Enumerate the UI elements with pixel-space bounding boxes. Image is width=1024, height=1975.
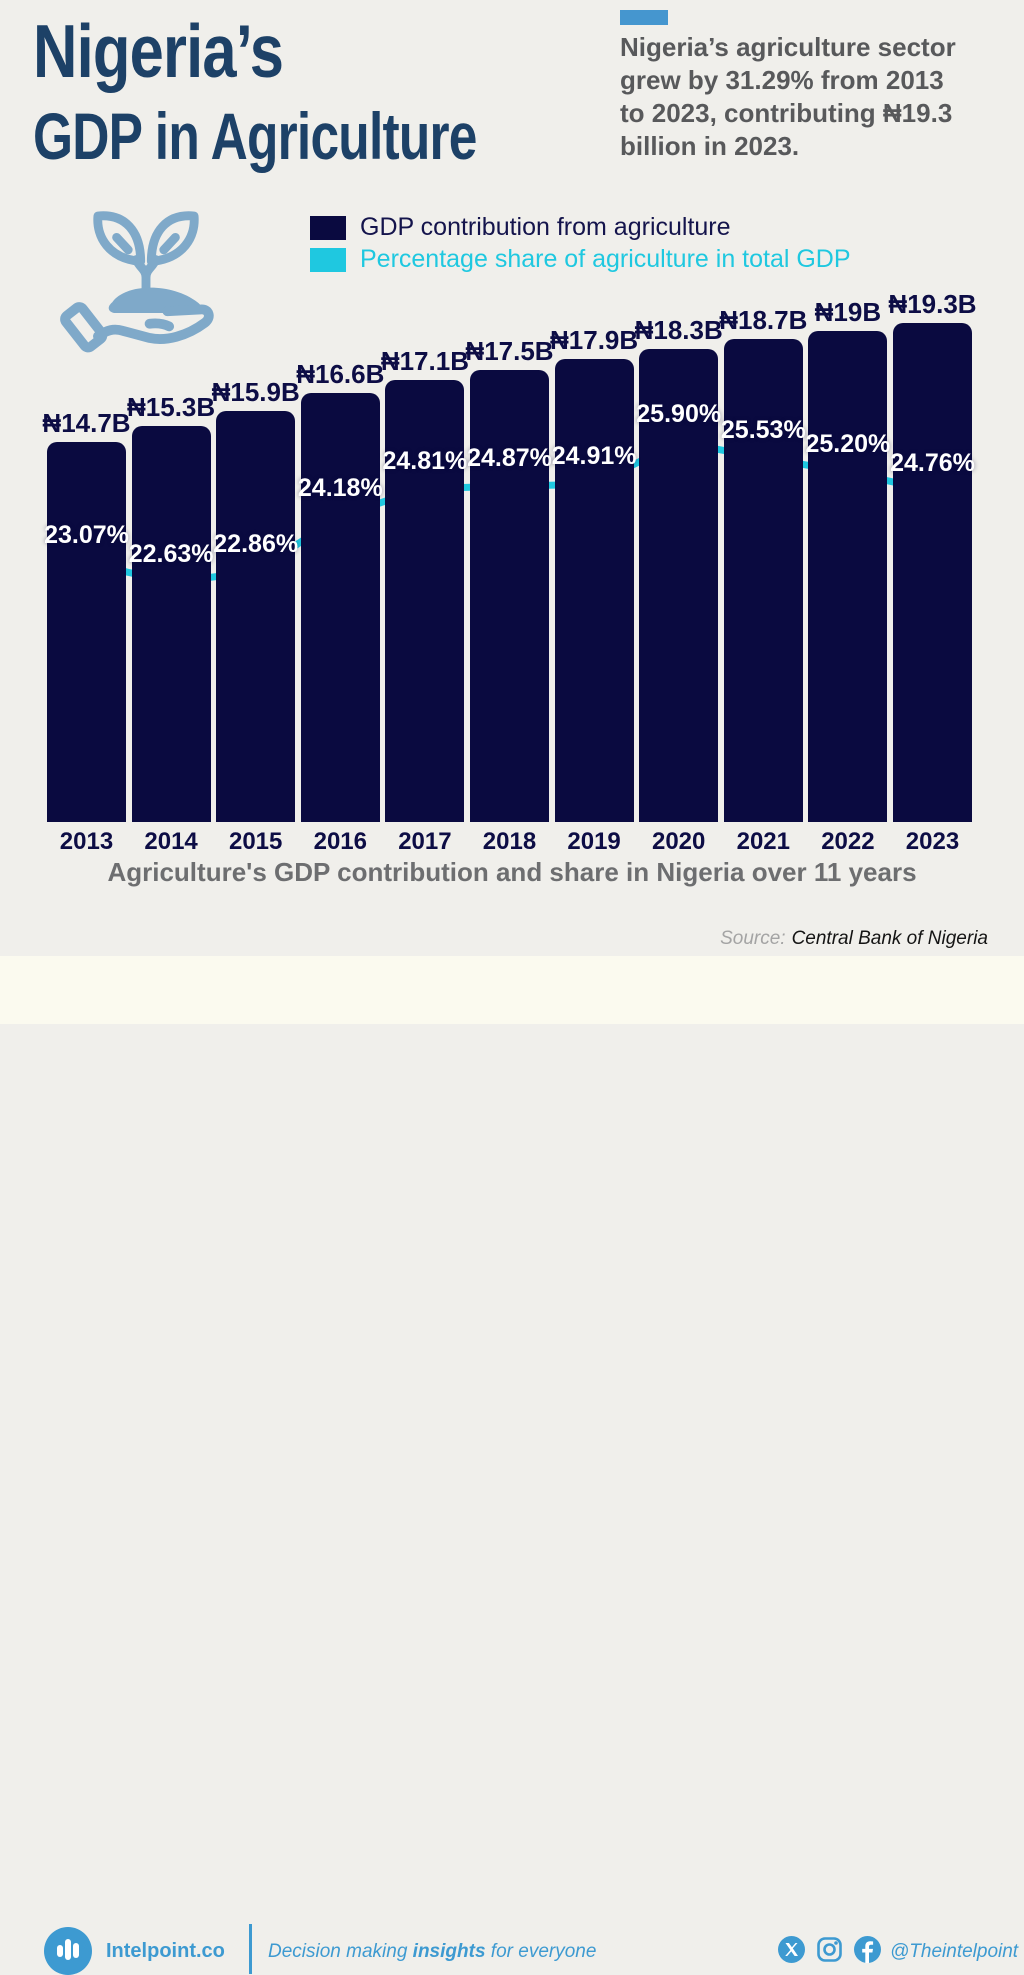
bar-value-label: ₦19.3B — [888, 288, 977, 319]
brand-name: Intelpoint.co — [106, 1940, 225, 1962]
x-axis-year-label: 2013 — [59, 828, 114, 855]
gdp-bar — [639, 348, 719, 822]
bar-value-label: ₦17.5B — [465, 335, 554, 366]
bar-chart: ₦14.7B 2013 ₦15.3B 2014 ₦15.9B 2015 ₦16.6B 2016… — [42, 288, 977, 855]
accent-bar — [620, 10, 668, 25]
bar-value-label: ₦14.7B — [42, 407, 131, 438]
highlight-text: Nigeria’s agriculture sector grew by 31.… — [620, 32, 956, 162]
x-axis-year-label: 2018 — [482, 828, 537, 855]
x-axis-year-label: 2019 — [567, 828, 621, 855]
bar-value-label: ₦15.3B — [127, 392, 216, 423]
source-line: Source: Central Bank of Nigeria — [720, 928, 988, 950]
share-value-label: 25.20% — [805, 429, 891, 458]
gdp-bar — [808, 330, 888, 822]
tagline-post: for everyone — [485, 1941, 597, 1962]
share-value-label: 24.81% — [382, 446, 468, 475]
bar-value-label: ₦16.6B — [296, 358, 385, 389]
source-label: Source: — [720, 928, 786, 949]
title-line-2: GDP in Agriculture — [33, 99, 477, 173]
share-value-label: 22.63% — [128, 539, 214, 568]
intelpoint-logo-icon — [44, 1927, 92, 1975]
x-axis-year-label: 2014 — [144, 828, 198, 855]
share-value-label: 24.91% — [551, 442, 637, 471]
gdp-bar — [385, 379, 465, 822]
gdp-bar — [131, 426, 211, 822]
page-title: Nigeria’s GDP in Agriculture — [33, 9, 602, 173]
x-axis-year-label: 2021 — [736, 828, 790, 855]
bar-value-label: ₦18.7B — [719, 304, 808, 335]
gdp-bar — [893, 322, 972, 822]
hand-holding-plant-icon — [60, 211, 214, 353]
x-axis-year-label: 2023 — [905, 828, 960, 855]
x-axis-year-label: 2022 — [821, 828, 875, 855]
footer-tagline: Decision making insights for everyone — [268, 1941, 596, 1963]
x-axis-year-label: 2015 — [228, 828, 283, 855]
bar-value-label: ₦19B — [814, 296, 882, 327]
x-axis-year-label: 2017 — [398, 828, 452, 855]
gdp-bar — [47, 441, 126, 822]
source-value: Central Bank of Nigeria — [791, 928, 988, 949]
share-value-label: 25.90% — [636, 400, 722, 429]
tagline-pre: Decision making — [268, 1941, 413, 1962]
social-handle: @Theintelpoint — [890, 1941, 1019, 1962]
share-value-label: 24.76% — [890, 448, 975, 477]
facebook-icon — [854, 1936, 881, 1963]
share-value-label: 23.07% — [44, 521, 129, 550]
legend-label-share: Percentage share of agriculture in total… — [360, 245, 851, 273]
gdp-bar — [723, 338, 803, 822]
legend-item-share: Percentage share of agriculture in total… — [310, 247, 851, 272]
bar-value-label: ₦17.9B — [550, 325, 639, 356]
share-value-label: 24.18% — [297, 473, 383, 502]
share-value-label: 25.53% — [720, 415, 806, 444]
tagline-bold: insights — [412, 1941, 486, 1962]
x-twitter-icon — [778, 1936, 805, 1963]
chart-legend: GDP contribution from agriculture Percen… — [310, 215, 851, 272]
footer-divider — [249, 1924, 252, 1974]
share-value-label: 24.87% — [467, 444, 552, 473]
legend-swatch-gdp — [310, 215, 346, 240]
legend-label-gdp: GDP contribution from agriculture — [360, 213, 731, 241]
footer: Intelpoint.co Decision making insights f… — [0, 956, 1024, 1975]
chart-caption: Agriculture's GDP contribution and share… — [107, 857, 917, 887]
bar-value-label: ₦17.1B — [380, 345, 469, 376]
x-axis-year-label: 2016 — [313, 828, 367, 855]
bar-value-label: ₦18.3B — [634, 314, 723, 345]
gdp-bar — [470, 369, 549, 822]
share-value-label: 22.86% — [213, 530, 299, 558]
title-line-1: Nigeria’s — [33, 9, 284, 93]
legend-item-gdp: GDP contribution from agriculture — [310, 215, 851, 240]
gdp-bar — [300, 392, 380, 822]
highlight-block: Nigeria’s agriculture sector grew by 31.… — [620, 10, 1020, 163]
instagram-icon — [817, 1937, 842, 1962]
gdp-bar — [554, 359, 634, 822]
legend-swatch-share — [310, 247, 346, 272]
x-axis-year-label: 2020 — [651, 828, 706, 855]
gdp-bar — [216, 410, 296, 822]
bar-value-label: ₦15.9B — [211, 376, 300, 407]
